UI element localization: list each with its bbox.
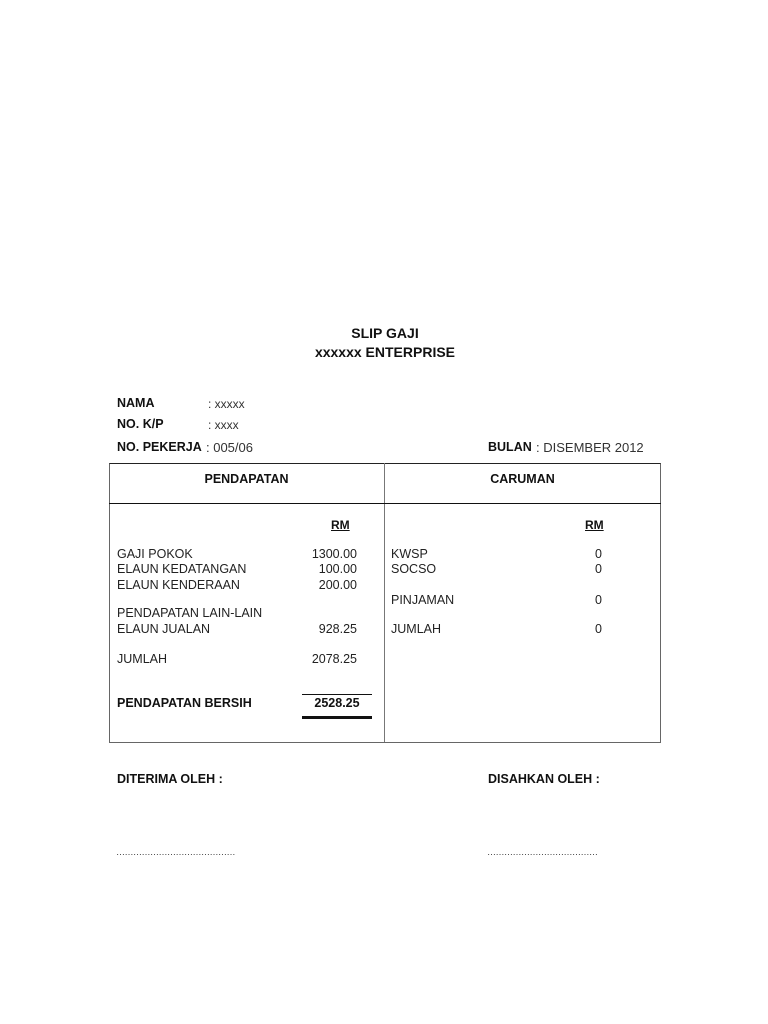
nama-label: NAMA	[117, 396, 155, 410]
received-by-label: DITERIMA OLEH :	[117, 772, 223, 786]
earning-value: 100.00	[318, 562, 357, 576]
contribution-label: SOCSO	[391, 562, 437, 576]
contribution-value: 0	[595, 622, 602, 636]
kp-value: : xxxx	[208, 418, 239, 432]
caruman-header: CARUMAN	[490, 472, 555, 486]
earning-value: 1300.00	[311, 547, 357, 561]
double-rule	[302, 716, 372, 719]
contribution-label: JUMLAH	[391, 622, 442, 636]
approved-by-label: DISAHKAN OLEH :	[488, 772, 600, 786]
approved-signature-line: …………………………………	[487, 847, 598, 857]
pendapatan-header: PENDAPATAN	[204, 472, 289, 486]
earning-label: ELAUN KEDATANGAN	[117, 562, 247, 576]
company-name: xxxxxx ENTERPRISE	[314, 344, 456, 360]
contribution-value: 0	[595, 547, 602, 561]
pekerja-value: : 005/06	[206, 440, 253, 455]
earning-label: JUMLAH	[117, 652, 168, 666]
bulan-label: BULAN	[488, 440, 532, 454]
earning-label: ELAUN JUALAN	[117, 622, 211, 636]
contribution-label: PINJAMAN	[391, 593, 455, 607]
net-value: 2528.25	[314, 696, 360, 710]
document-title: SLIP GAJI	[351, 325, 419, 341]
contribution-value: 0	[595, 593, 602, 607]
salary-table	[109, 463, 661, 743]
nama-value: : xxxxx	[208, 397, 245, 411]
earning-label: PENDAPATAN LAIN-LAIN	[117, 606, 263, 620]
received-signature-line: ……………………………………	[116, 847, 236, 857]
total-rule	[302, 694, 372, 695]
contribution-label: KWSP	[391, 547, 428, 561]
currency-label-right: RM	[585, 518, 604, 532]
contribution-value: 0	[595, 562, 602, 576]
earning-label: ELAUN KENDERAAN	[117, 578, 240, 592]
net-label: PENDAPATAN BERSIH	[117, 696, 252, 710]
earning-value: 2078.25	[311, 652, 357, 666]
currency-label-left: RM	[331, 518, 350, 532]
earning-label: GAJI POKOK	[117, 547, 193, 561]
pekerja-label: NO. PEKERJA	[117, 440, 202, 454]
header-divider	[109, 503, 661, 504]
bulan-value: : DISEMBER 2012	[536, 440, 644, 455]
earning-value: 200.00	[318, 578, 357, 592]
earning-value: 928.25	[318, 622, 357, 636]
column-divider	[384, 463, 385, 742]
kp-label: NO. K/P	[117, 417, 164, 431]
